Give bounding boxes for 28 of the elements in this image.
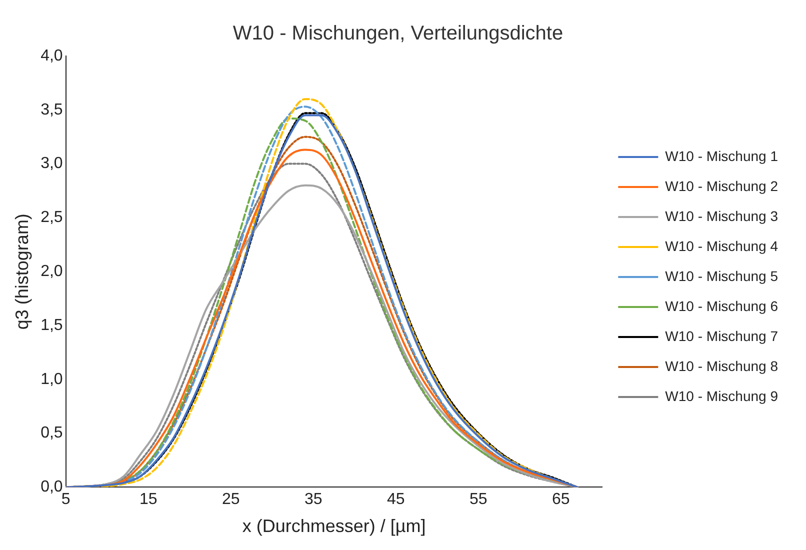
x-tick-label: 55 bbox=[470, 491, 488, 508]
y-tick-label: 2,5 bbox=[40, 209, 63, 226]
y-tick-label: 0,5 bbox=[40, 424, 63, 442]
y-tick-label: 2,0 bbox=[40, 263, 63, 280]
y-tick-label: 1,5 bbox=[40, 316, 63, 334]
y-tick-label: 3,5 bbox=[40, 101, 63, 118]
x-tick-label: 5 bbox=[61, 491, 70, 508]
x-tick-label: 25 bbox=[222, 491, 240, 508]
chart-title: W10 - Mischungen, Verteilungsdichte bbox=[232, 22, 564, 45]
legend-label: W10 - Mischung 9 bbox=[665, 388, 778, 404]
y-tick-label: 0,0 bbox=[40, 478, 63, 496]
x-tick-label: 15 bbox=[139, 491, 158, 508]
y-tick-label: 4,0 bbox=[40, 47, 63, 64]
legend-label: W10 - Mischung 4 bbox=[665, 238, 778, 254]
y-tick-label: 1,0 bbox=[40, 370, 63, 388]
legend-label: W10 - Mischung 6 bbox=[665, 298, 778, 314]
y-axis-title: q3 (histogram) bbox=[12, 214, 32, 330]
legend-label: W10 - Mischung 7 bbox=[665, 328, 778, 344]
x-tick-label: 65 bbox=[552, 491, 570, 508]
y-tick-label: 3,0 bbox=[40, 155, 63, 172]
legend-label: W10 - Mischung 5 bbox=[665, 268, 778, 284]
x-tick-label: 35 bbox=[304, 491, 322, 508]
x-axis-title: x (Durchmesser) / [µm] bbox=[242, 516, 426, 536]
legend-label: W10 - Mischung 2 bbox=[665, 178, 778, 194]
x-tick-label: 45 bbox=[387, 491, 405, 508]
legend-label: W10 - Mischung 1 bbox=[665, 148, 778, 164]
legend-label: W10 - Mischung 3 bbox=[665, 208, 778, 224]
legend-label: W10 - Mischung 8 bbox=[665, 358, 778, 374]
